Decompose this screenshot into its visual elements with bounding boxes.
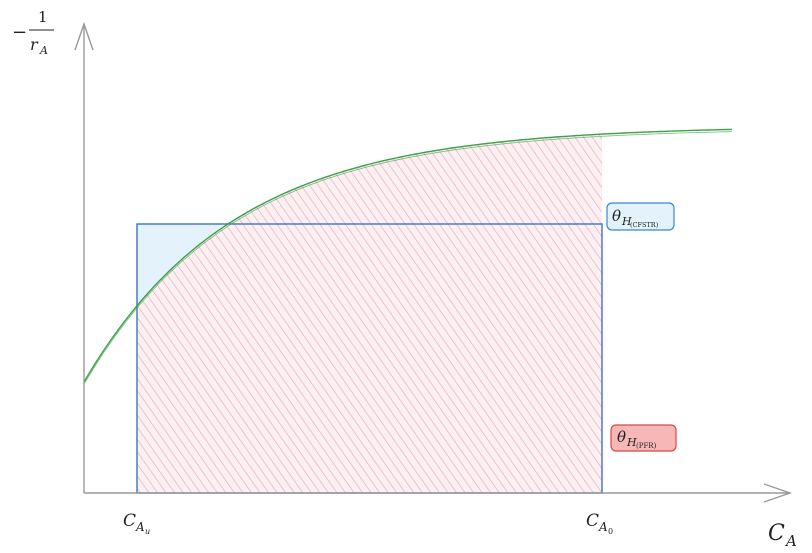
- pfr-label-subsub: (PFR): [636, 442, 657, 450]
- pfr-label-box: θ H (PFR): [610, 424, 677, 452]
- y-axis-label: − 1 r A: [12, 8, 54, 57]
- tick-label-ca0: C A 0: [586, 511, 613, 536]
- tick-cau-subsub: u: [145, 527, 150, 536]
- tick-label-cau: C A u: [123, 511, 150, 536]
- tick-ca0-sub: A: [598, 520, 608, 534]
- tick-ca0-subsub: 0: [608, 527, 613, 536]
- x-label-main: C: [768, 521, 785, 546]
- y-axis-arrowhead: [74, 21, 94, 51]
- y-label-denominator-sub: A: [39, 44, 48, 57]
- y-label-numerator: 1: [38, 8, 48, 26]
- x-axis-arrowhead: [763, 483, 793, 503]
- cstr-label-frame: [606, 202, 675, 231]
- y-label-prefix: −: [12, 22, 27, 43]
- x-label-sub: A: [784, 532, 797, 550]
- y-label-denominator: r: [30, 35, 39, 54]
- rate-curve: [83, 128, 733, 383]
- cstr-label-theta: θ: [612, 207, 621, 225]
- cstr-label-subsub: (CFSTR): [630, 221, 659, 229]
- pfr-label-sub: H: [626, 436, 637, 449]
- tick-cau-main: C: [123, 511, 136, 531]
- pfr-label-theta: θ: [617, 428, 626, 446]
- pfr-label-frame: [610, 424, 677, 452]
- rate-curve-shadow: [83, 131, 733, 385]
- x-axis-label: C A: [768, 521, 797, 550]
- cstr-label-sub: H: [621, 215, 632, 228]
- pfr-hatch: [137, 134, 602, 493]
- cstr-label-box: θ H (CFSTR): [606, 202, 675, 231]
- tick-cau-sub: A: [135, 520, 145, 534]
- tick-ca0-main: C: [586, 511, 599, 531]
